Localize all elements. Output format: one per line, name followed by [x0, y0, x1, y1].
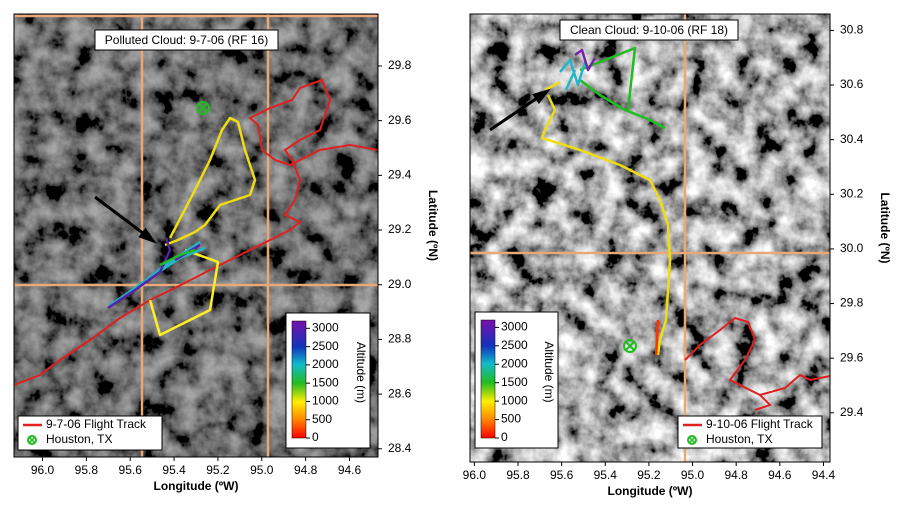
y-tick-label: 29.8	[840, 296, 864, 310]
x-tick-label: 95.8	[75, 463, 99, 477]
y-tick-label: 28.6	[388, 386, 412, 400]
x-axis-label: Longitude (ºW)	[607, 484, 692, 498]
map-panel: Polluted Cloud: 9-7-06 (RF 16) 96.0 95.8 95…	[13, 13, 440, 493]
y-tick-label: 29.0	[388, 277, 412, 291]
legend-label: 9-7-06 Flight Track	[46, 417, 147, 431]
y-tick-label: 29.2	[388, 222, 412, 236]
x-tick-label: 94.6	[768, 468, 792, 482]
x-tick-label: 94.8	[725, 468, 749, 482]
colorbar-label: Altitude (m)	[354, 342, 368, 403]
panel-title: Clean Cloud: 9-10-06 (RF 18)	[570, 23, 728, 37]
x-tick-label: 95.0	[681, 468, 705, 482]
coastline	[13, 78, 379, 386]
x-tick-label: 94.4	[812, 468, 836, 482]
colorbar-tick-label: 2500	[312, 339, 339, 353]
colorbar-tick-label: 500	[501, 412, 521, 426]
legend-box	[677, 415, 823, 449]
y-tick-label: 30.2	[840, 186, 864, 200]
panel-title: Polluted Cloud: 9-7-06 (RF 16)	[105, 33, 268, 47]
x-tick-label: 94.6	[338, 463, 362, 477]
y-tick-label: 29.4	[840, 405, 864, 419]
houston-marker-cross	[198, 103, 208, 113]
flight-track	[159, 248, 196, 267]
legend-label: Houston, TX	[706, 432, 772, 446]
colorbar-tick-label: 500	[312, 412, 332, 426]
y-tick-label: 30.0	[840, 241, 864, 255]
houston-marker	[623, 339, 637, 353]
legend-swatch	[27, 435, 37, 445]
y-tick-label: 29.8	[388, 58, 412, 72]
y-tick-label: 30.6	[840, 77, 864, 91]
y-tick-label: 28.8	[388, 332, 412, 346]
colorbar	[480, 319, 496, 439]
colorbar-tick-label: 0	[501, 430, 508, 444]
plot-frame	[13, 13, 379, 458]
flight-track	[579, 46, 666, 130]
colorbar-tick-label: 3000	[501, 320, 528, 334]
colorbar-tick-label: 1500	[501, 375, 528, 389]
x-tick-label: 95.6	[550, 468, 574, 482]
houston-marker-cross	[625, 341, 635, 351]
colorbar-tick-label: 0	[312, 430, 319, 444]
legend-swatch-cross	[688, 436, 696, 444]
houston-marker	[196, 101, 210, 115]
plot-frame	[469, 13, 831, 463]
colorbar-label: Altitude (m)	[542, 341, 556, 402]
layer: Polluted Cloud: 9-7-06 (RF 16) 96.0 95.8 95…	[13, 13, 892, 498]
colorbar-tick-label: 1500	[312, 375, 339, 389]
y-tick-label: 29.6	[840, 350, 864, 364]
flight-track	[540, 80, 672, 356]
x-tick-label: 95.4	[594, 468, 618, 482]
colorbar-tick-label: 1000	[312, 394, 339, 408]
y-tick-label: 28.4	[388, 441, 412, 455]
colorbar-tick-label: 2000	[501, 356, 528, 370]
legend-swatch	[687, 435, 697, 445]
x-tick-label: 95.8	[506, 468, 530, 482]
arrow-head	[532, 88, 551, 105]
flight-track	[559, 58, 587, 91]
colorbar-tick-label: 2000	[312, 357, 339, 371]
x-tick-label: 96.0	[463, 468, 487, 482]
x-tick-label: 95.2	[637, 468, 661, 482]
y-tick-label: 30.8	[840, 23, 864, 37]
title-box	[94, 29, 279, 51]
flight-track	[164, 116, 257, 247]
flight-track	[654, 319, 660, 356]
colorbar-tick-label: 3000	[312, 320, 339, 334]
y-tick-label: 30.4	[840, 132, 864, 146]
x-tick-label: 95.2	[206, 463, 230, 477]
x-tick-label: 95.0	[250, 463, 274, 477]
x-axis-label: Longitude (ºW)	[153, 479, 238, 493]
title-box	[559, 19, 739, 41]
legend-label: 9-10-06 Flight Track	[706, 417, 814, 431]
y-axis-label: Latitude (ºN)	[426, 190, 440, 261]
legend-label: Houston, TX	[46, 432, 112, 446]
colorbar-tick-label: 2500	[501, 338, 528, 352]
flight-track	[148, 248, 220, 337]
map-panel: Clean Cloud: 9-10-06 (RF 18) 96.0 95.8 95.6…	[463, 13, 892, 498]
x-tick-label: 95.6	[119, 463, 143, 477]
x-tick-label: 95.4	[162, 463, 186, 477]
x-tick-label: 94.8	[294, 463, 318, 477]
coastline	[684, 316, 831, 411]
flight-track	[574, 48, 597, 72]
legend-swatch-cross	[28, 436, 36, 444]
colorbar	[291, 320, 307, 439]
colorbar-tick-label: 1000	[501, 393, 528, 407]
y-tick-label: 29.6	[388, 113, 412, 127]
x-tick-label: 96.0	[31, 463, 55, 477]
y-tick-label: 29.4	[388, 168, 412, 182]
legend-box	[17, 415, 163, 451]
y-axis-label: Latitude (ºN)	[878, 192, 892, 263]
arrow-head	[138, 227, 157, 244]
